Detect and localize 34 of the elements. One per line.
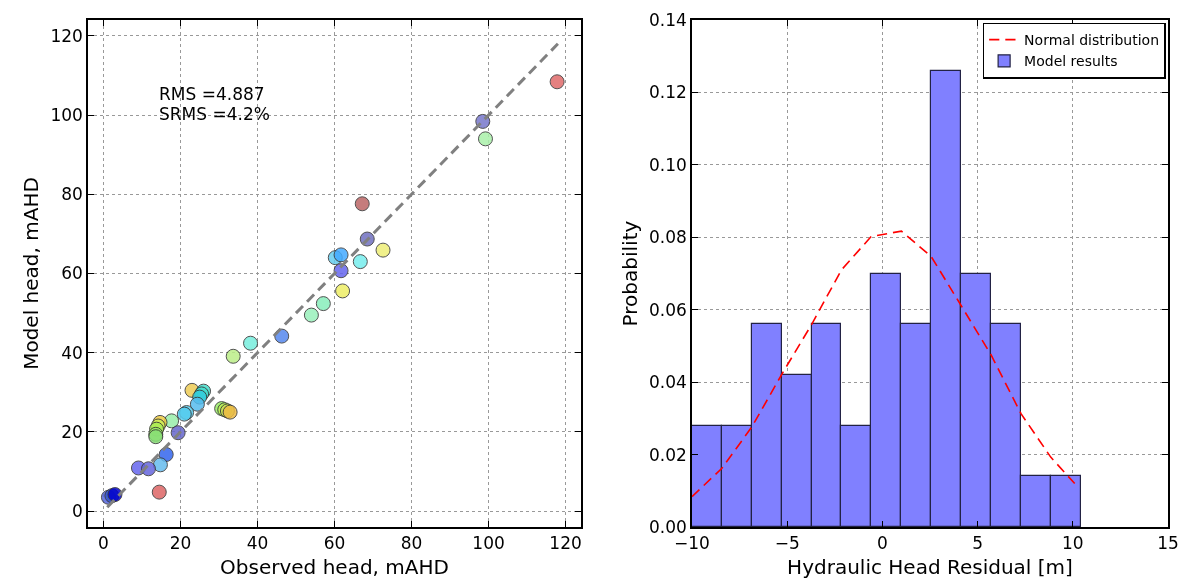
x-tick-label: 10 (1061, 533, 1084, 554)
x-tick-label: 60 (323, 533, 346, 554)
annotation: RMS =4.887 (159, 84, 265, 104)
y-tick-label: 0.14 (648, 9, 687, 30)
y-tick-label: 20 (61, 421, 83, 442)
y-tick-label: 80 (61, 184, 83, 205)
x-axis-title: Observed head, mAHD (220, 555, 449, 580)
x-tick-label: 0 (98, 533, 109, 554)
y-tick-label: 60 (61, 263, 83, 284)
y-tick-label: 0.02 (648, 444, 687, 465)
x-tick-label: 5 (972, 533, 984, 554)
y-tick-label: 0 (72, 501, 83, 522)
x-tick-label: 40 (246, 533, 269, 554)
y-tick-label: 0.10 (648, 154, 687, 175)
x-tick-label: 20 (169, 533, 192, 554)
y-tick-label: 0.06 (648, 299, 687, 320)
y-tick-label: 40 (61, 342, 83, 363)
x-tick-label: −5 (774, 533, 800, 554)
x-tick-label: 15 (1157, 533, 1179, 554)
x-tick-label: 120 (549, 533, 582, 554)
y-tick-label: 120 (50, 25, 83, 46)
x-axis-title: Hydraulic Head Residual [m] (787, 555, 1073, 580)
y-axis-title: Model head, mAHD (19, 177, 44, 370)
x-tick-label: 100 (472, 533, 505, 554)
y-tick-label: 0.08 (648, 227, 687, 248)
x-tick-label: 80 (400, 533, 423, 554)
y-tick-label: 0.12 (648, 82, 687, 103)
x-tick-label: 0 (876, 533, 888, 554)
annotation: SRMS =4.2% (159, 104, 270, 124)
y-axis-title: Probability (617, 220, 642, 327)
y-tick-label: 100 (50, 105, 83, 126)
legend-label: Model results (1024, 53, 1118, 70)
y-tick-label: 0.04 (648, 372, 687, 393)
legend-label: Normal distribution (1024, 32, 1160, 49)
